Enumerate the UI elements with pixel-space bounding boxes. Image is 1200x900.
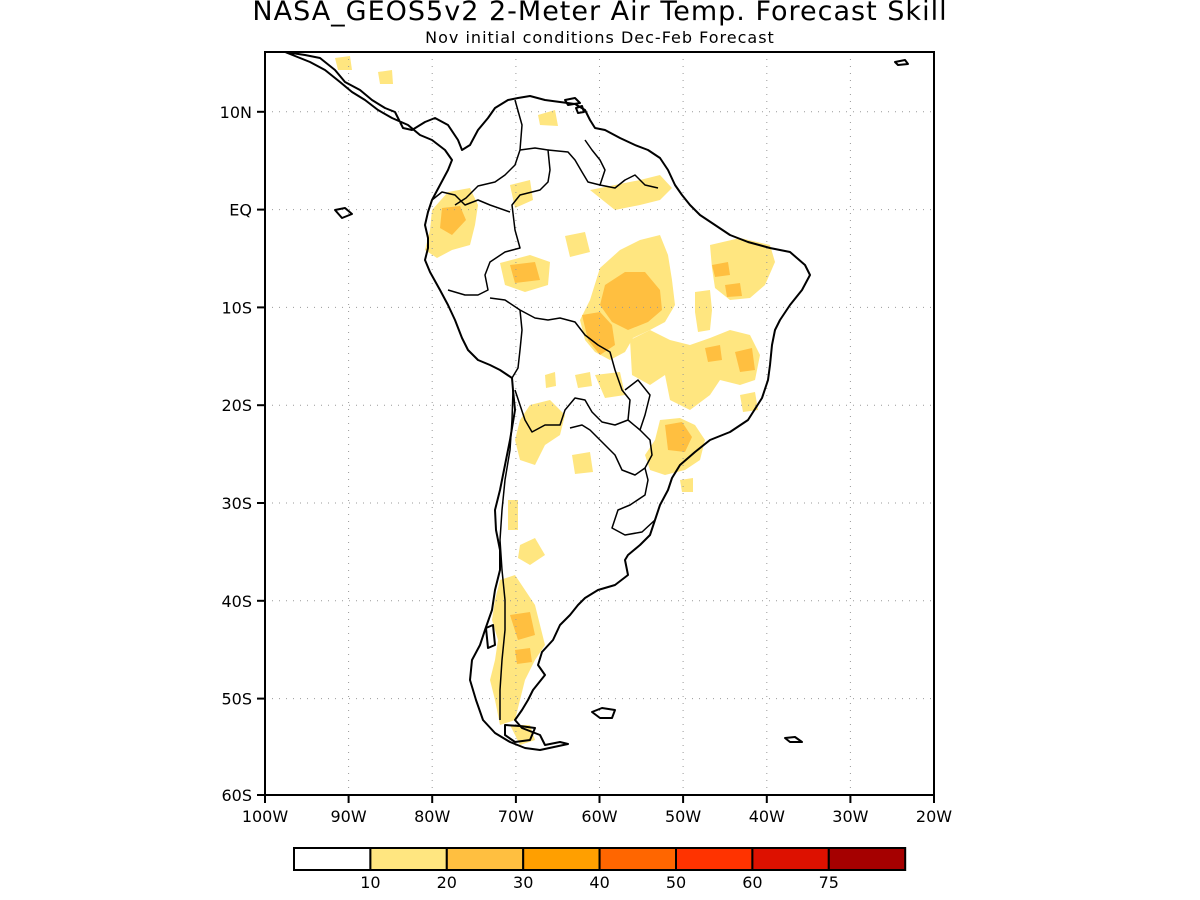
- colorbar: 10 20 30 40 50 60 75: [293, 847, 907, 892]
- skill-patch: [710, 238, 775, 300]
- y-tick-label: 20S: [221, 396, 252, 415]
- x-tick-label: 70W: [498, 807, 534, 826]
- border: [599, 174, 659, 189]
- skill-patch: [538, 110, 558, 126]
- colorbar-box: [369, 847, 448, 871]
- x-tick-label: 60W: [581, 807, 617, 826]
- skill-patch: [515, 400, 565, 465]
- skill-patch: [735, 348, 755, 372]
- graticule: [265, 52, 934, 795]
- y-tick-label: 60S: [221, 786, 252, 805]
- border: [431, 191, 511, 213]
- skill-patch: [572, 452, 593, 474]
- skill-patch: [600, 272, 662, 330]
- x-tick-label: 40W: [749, 807, 785, 826]
- map-subtitle: Nov initial conditions Dec-Feb Forecast: [425, 28, 775, 47]
- skill-patch: [518, 538, 545, 565]
- skill-patch: [582, 312, 615, 355]
- skill-patch: [695, 290, 712, 332]
- skill-patch: [440, 206, 466, 235]
- skill-patch: [515, 648, 532, 664]
- border: [454, 99, 523, 206]
- coastlines: [284, 52, 909, 751]
- skill-patch: [725, 283, 742, 297]
- y-tick-label: 10N: [220, 103, 252, 122]
- skill-patch: [545, 372, 556, 388]
- skill-patch: [630, 330, 760, 410]
- colorbar-box: [827, 847, 907, 871]
- border: [547, 139, 606, 186]
- x-tick-label: 20W: [916, 807, 952, 826]
- colorbar-label: 50: [666, 873, 686, 892]
- skill-shading: [335, 56, 775, 745]
- x-tick-label: 30W: [832, 807, 868, 826]
- border: [569, 419, 653, 476]
- colorbar-label: 30: [513, 873, 533, 892]
- colorbar-box: [522, 847, 601, 871]
- x-tick-label: 90W: [331, 807, 367, 826]
- skill-patch: [510, 262, 540, 283]
- skill-patch: [378, 70, 393, 84]
- x-tick-labels: 100W 90W 80W 70W 60W 50W 40W 30W 20W: [242, 807, 952, 826]
- y-tick-label: 30S: [221, 494, 252, 513]
- colorbar-box: [751, 847, 830, 871]
- trinidad: [575, 105, 585, 114]
- y-tick-label: 10S: [221, 298, 252, 317]
- y-tick-label: 50S: [221, 690, 252, 709]
- galapagos: [334, 207, 353, 219]
- x-tick-label: 50W: [665, 807, 701, 826]
- colorbar-label: 20: [437, 873, 457, 892]
- borders: [431, 99, 659, 720]
- colorbar-box: [445, 847, 525, 871]
- border: [489, 297, 631, 433]
- skill-patch: [565, 232, 590, 257]
- skill-patch: [508, 500, 518, 530]
- colorbar-box: [293, 847, 372, 871]
- colorbar-box: [598, 847, 677, 871]
- colorbar-label: 40: [589, 873, 609, 892]
- border: [499, 389, 514, 720]
- colorbar-label: 10: [360, 873, 380, 892]
- border: [624, 379, 651, 431]
- y-tick-labels: 10N EQ 10S 20S 30S 40S 50S 60S: [220, 103, 252, 805]
- skill-patch: [575, 372, 592, 388]
- chiloe-island: [485, 624, 496, 649]
- map-title: NASA_GEOS5v2 2-Meter Air Temp. Forecast …: [252, 0, 948, 27]
- caribbean-islands: [564, 97, 581, 106]
- skill-patch: [680, 478, 693, 492]
- north-atlantic-islands: [894, 59, 909, 66]
- border: [511, 309, 523, 379]
- skill-patch: [665, 422, 692, 452]
- colorbar-box: [675, 847, 754, 871]
- colorbar-label: 60: [742, 873, 762, 892]
- border: [611, 467, 656, 536]
- colorbar-label: 75: [819, 873, 839, 892]
- skill-patch: [705, 345, 722, 362]
- border: [447, 147, 551, 296]
- south-america-coastline: [284, 52, 811, 751]
- tierra-del-fuego: [504, 724, 536, 743]
- y-tick-label: 40S: [221, 592, 252, 611]
- skill-patch: [590, 175, 672, 210]
- skill-patch: [335, 56, 352, 70]
- skill-patch: [740, 392, 758, 412]
- x-tick-label: 100W: [242, 807, 289, 826]
- x-tick-label: 80W: [414, 807, 450, 826]
- skill-patch: [712, 262, 730, 277]
- falkland-islands: [591, 707, 616, 719]
- south-georgia: [784, 736, 803, 743]
- tick-marks: [257, 110, 935, 803]
- y-tick-label: EQ: [229, 201, 252, 220]
